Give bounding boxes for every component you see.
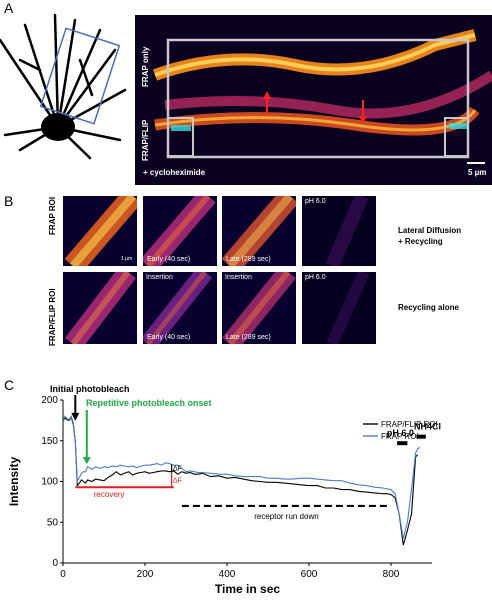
x-tick-label: 0	[60, 569, 66, 580]
b-r1-c3: Late (289 sec)	[222, 196, 296, 266]
row-frap-flip-label: FRAP/FLIP	[141, 119, 150, 161]
repetitive-arrowhead	[82, 457, 91, 465]
panel-label-a: A	[4, 0, 14, 16]
ph-label: pH 6.0	[387, 428, 414, 438]
b-r2-c4: pH 6.0	[302, 272, 376, 344]
legend-label: FRAP/FLIP ROI	[381, 420, 438, 429]
insertion-label-2: Insertion	[225, 274, 252, 281]
initial-photobleach-label: Initial photobleach	[50, 384, 130, 394]
row-frap-only-label: FRAP only	[141, 46, 150, 87]
b-r2-c1	[63, 272, 137, 344]
x-tick-label: 200	[137, 569, 154, 580]
b-r1-c4: pH 6.0	[302, 196, 376, 266]
intensity-chart: 0 200 400 600 800 0 50 100 150 200 Time in sec Inte…	[7, 384, 441, 596]
repetitive-label: Repetitive photobleach onset	[86, 398, 212, 408]
b-r1-c1: 1 µm	[63, 196, 137, 266]
initial-arrowhead	[71, 412, 80, 421]
row2-description: Recycling alone	[398, 303, 459, 312]
row1-description: Lateral Diffusion + Recycling	[398, 226, 462, 246]
y-tick-label: 50	[47, 517, 59, 528]
cycloheximide-label: + cycloheximide	[143, 168, 206, 177]
early-label: Early (40 sec)	[147, 256, 191, 263]
nh4-label: NH4Cl	[414, 422, 441, 432]
ph-label: pH 6.0	[305, 198, 326, 205]
scale-label: 1 µm	[121, 256, 133, 262]
x-axis-label: Time in sec	[215, 582, 280, 596]
legend-label: FRAP ROI	[381, 432, 419, 441]
y-tick-label: 0	[52, 558, 58, 569]
series-line-0	[62, 415, 419, 546]
y-tick-label: 150	[41, 436, 58, 447]
neuron-schematic	[0, 13, 127, 160]
series-line-1	[62, 414, 421, 539]
recovery-label: recovery	[94, 490, 125, 499]
x-tick-label: 600	[301, 569, 318, 580]
scale-bar-label: 5 µm	[468, 168, 487, 177]
early-label-2: Early (40 sec)	[147, 334, 191, 341]
b-r1-c2: Early (40 sec)	[143, 196, 217, 266]
delta-rec-label: ΔF	[173, 478, 182, 485]
x-tick-label: 800	[383, 569, 400, 580]
delta-ff-label: ΔF	[173, 465, 182, 472]
x-tick-label: 400	[219, 569, 236, 580]
b-r2-c2: Insertion Early (40 sec)	[143, 272, 217, 344]
row2-frap-flip-roi-label: FRAP/FLIP ROI	[48, 288, 57, 346]
y-tick-label: 200	[41, 395, 58, 406]
late-label-2: Late (289 sec)	[226, 334, 271, 341]
row1-frap-roi-label: FRAP ROI	[48, 196, 57, 235]
insertion-label: Insertion	[146, 274, 173, 281]
y-axis-label: Intensity	[7, 457, 21, 507]
soma	[41, 113, 75, 141]
panel-label-c: C	[4, 377, 15, 393]
panel-label-b: B	[4, 193, 14, 209]
b-r2-c3: Insertion Late (289 sec)	[222, 272, 296, 344]
panel-a-image: FRAP only FRAP/FLIP + cycloheximide 5 µm	[135, 15, 492, 185]
late-label: Late (289 sec)	[226, 256, 271, 263]
y-tick-label: 100	[41, 477, 58, 488]
ph-label-2: pH 6.0	[305, 274, 326, 281]
rundown-label: receptor run down	[254, 512, 318, 521]
